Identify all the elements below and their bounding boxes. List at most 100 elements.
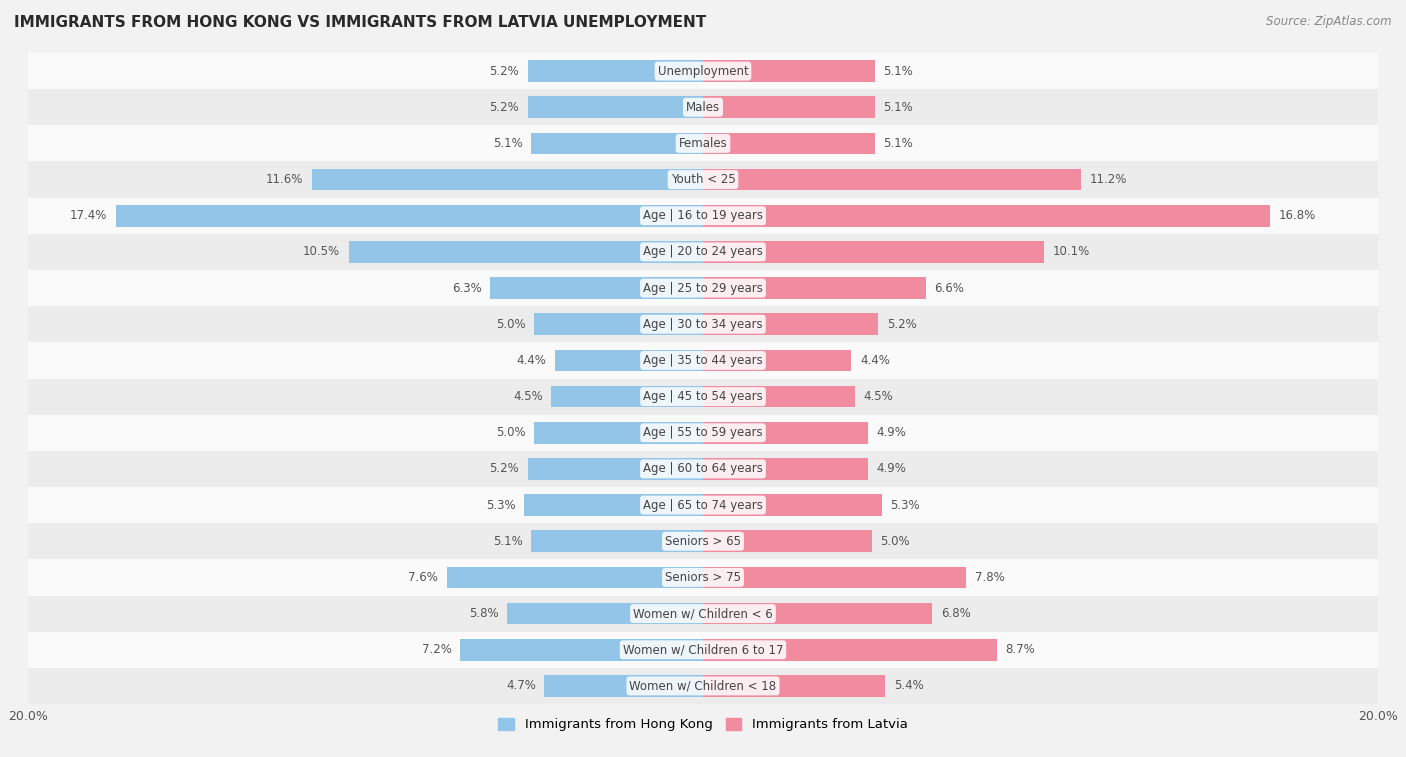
Bar (703, 675, 886, 696)
Text: Women w/ Children 6 to 17: Women w/ Children 6 to 17 (623, 643, 783, 656)
Text: 4.5%: 4.5% (863, 390, 893, 403)
Text: 6.8%: 6.8% (941, 607, 970, 620)
Bar (554, 350, 703, 371)
Text: 10.1%: 10.1% (1052, 245, 1090, 258)
Text: 10.5%: 10.5% (304, 245, 340, 258)
Bar (703, 241, 1043, 263)
Bar (703, 313, 879, 335)
Bar (28, 523, 1378, 559)
Bar (703, 277, 925, 299)
Text: 6.6%: 6.6% (934, 282, 965, 294)
Bar (349, 241, 703, 263)
Text: 5.3%: 5.3% (486, 499, 516, 512)
Bar (447, 566, 703, 588)
Bar (703, 386, 855, 407)
Text: 5.1%: 5.1% (883, 101, 914, 114)
Text: Age | 55 to 59 years: Age | 55 to 59 years (643, 426, 763, 439)
Bar (531, 531, 703, 552)
Bar (28, 378, 1378, 415)
Text: 5.0%: 5.0% (496, 318, 526, 331)
Legend: Immigrants from Hong Kong, Immigrants from Latvia: Immigrants from Hong Kong, Immigrants fr… (494, 712, 912, 737)
Text: IMMIGRANTS FROM HONG KONG VS IMMIGRANTS FROM LATVIA UNEMPLOYMENT: IMMIGRANTS FROM HONG KONG VS IMMIGRANTS … (14, 15, 706, 30)
Text: 5.1%: 5.1% (883, 64, 914, 77)
Bar (28, 89, 1378, 126)
Text: Age | 60 to 64 years: Age | 60 to 64 years (643, 463, 763, 475)
Text: Age | 25 to 29 years: Age | 25 to 29 years (643, 282, 763, 294)
Text: 5.0%: 5.0% (496, 426, 526, 439)
Text: Seniors > 75: Seniors > 75 (665, 571, 741, 584)
Bar (703, 61, 875, 82)
Bar (28, 161, 1378, 198)
Bar (703, 132, 875, 154)
Bar (531, 132, 703, 154)
Text: 4.7%: 4.7% (506, 680, 536, 693)
Text: 4.9%: 4.9% (877, 463, 907, 475)
Text: 5.3%: 5.3% (890, 499, 920, 512)
Text: 7.6%: 7.6% (408, 571, 439, 584)
Text: 5.1%: 5.1% (492, 137, 523, 150)
Bar (544, 675, 703, 696)
Bar (551, 386, 703, 407)
Bar (703, 422, 869, 444)
Text: 6.3%: 6.3% (453, 282, 482, 294)
Bar (524, 494, 703, 516)
Text: 8.7%: 8.7% (1005, 643, 1035, 656)
Text: Unemployment: Unemployment (658, 64, 748, 77)
Text: 5.0%: 5.0% (880, 534, 910, 548)
Bar (115, 205, 703, 226)
Text: 4.5%: 4.5% (513, 390, 543, 403)
Bar (28, 596, 1378, 631)
Text: Age | 45 to 54 years: Age | 45 to 54 years (643, 390, 763, 403)
Bar (28, 451, 1378, 487)
Bar (28, 306, 1378, 342)
Bar (703, 566, 966, 588)
Bar (527, 96, 703, 118)
Text: 5.2%: 5.2% (489, 463, 519, 475)
Bar (28, 342, 1378, 378)
Text: Males: Males (686, 101, 720, 114)
Bar (28, 559, 1378, 596)
Text: 4.9%: 4.9% (877, 426, 907, 439)
Text: 5.1%: 5.1% (883, 137, 914, 150)
Text: 4.4%: 4.4% (860, 354, 890, 367)
Bar (703, 458, 869, 480)
Bar (28, 53, 1378, 89)
Text: 17.4%: 17.4% (70, 209, 107, 223)
Text: Women w/ Children < 6: Women w/ Children < 6 (633, 607, 773, 620)
Bar (508, 603, 703, 625)
Text: 5.2%: 5.2% (887, 318, 917, 331)
Text: 7.8%: 7.8% (974, 571, 1004, 584)
Text: 5.2%: 5.2% (489, 101, 519, 114)
Bar (703, 603, 932, 625)
Text: 7.2%: 7.2% (422, 643, 451, 656)
Text: 4.4%: 4.4% (516, 354, 546, 367)
Bar (703, 169, 1081, 191)
Text: Age | 35 to 44 years: Age | 35 to 44 years (643, 354, 763, 367)
Bar (703, 350, 852, 371)
Text: 16.8%: 16.8% (1278, 209, 1316, 223)
Text: Source: ZipAtlas.com: Source: ZipAtlas.com (1267, 15, 1392, 28)
Bar (28, 668, 1378, 704)
Text: 5.4%: 5.4% (894, 680, 924, 693)
Text: Women w/ Children < 18: Women w/ Children < 18 (630, 680, 776, 693)
Text: 5.8%: 5.8% (470, 607, 499, 620)
Bar (703, 531, 872, 552)
Bar (28, 487, 1378, 523)
Text: Youth < 25: Youth < 25 (671, 173, 735, 186)
Text: 11.6%: 11.6% (266, 173, 304, 186)
Text: Age | 16 to 19 years: Age | 16 to 19 years (643, 209, 763, 223)
Bar (527, 61, 703, 82)
Bar (460, 639, 703, 661)
Bar (703, 96, 875, 118)
Bar (28, 415, 1378, 451)
Text: 11.2%: 11.2% (1090, 173, 1126, 186)
Bar (703, 639, 997, 661)
Text: Seniors > 65: Seniors > 65 (665, 534, 741, 548)
Bar (491, 277, 703, 299)
Text: Age | 20 to 24 years: Age | 20 to 24 years (643, 245, 763, 258)
Text: Age | 30 to 34 years: Age | 30 to 34 years (643, 318, 763, 331)
Bar (28, 234, 1378, 270)
Bar (534, 313, 703, 335)
Bar (312, 169, 703, 191)
Bar (703, 205, 1270, 226)
